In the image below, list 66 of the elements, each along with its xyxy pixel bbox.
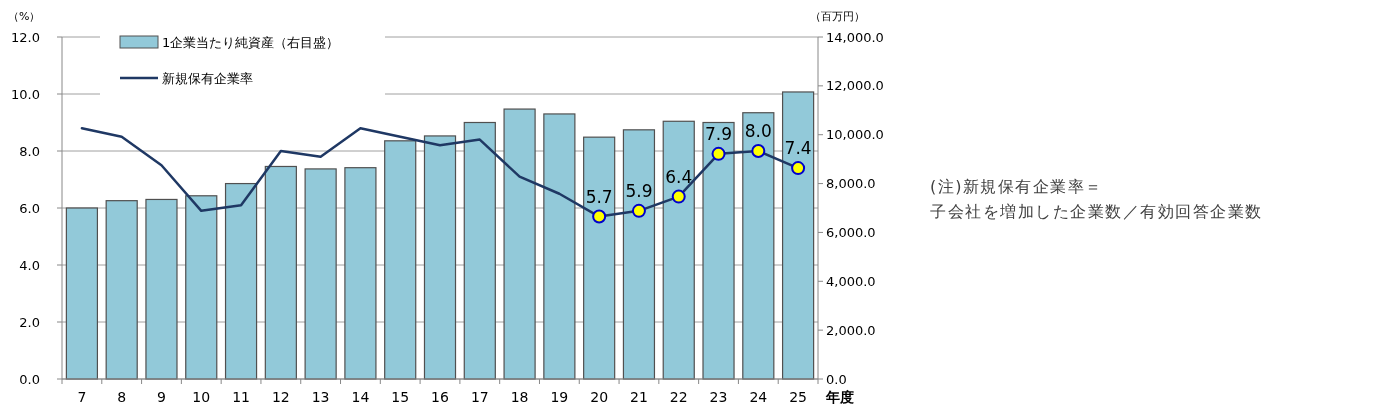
data-label: 6.4 (665, 166, 693, 187)
y2-tick-label: 12,000.0 (826, 78, 884, 94)
bar (503, 108, 536, 380)
bar (264, 165, 297, 380)
bar (742, 112, 775, 380)
bar (65, 207, 99, 380)
bar (423, 135, 457, 380)
bar (583, 136, 616, 380)
bar (662, 120, 695, 380)
data-label: 7.4 (784, 138, 812, 159)
legend-label: 1企業当たり純資産（右目盛） (162, 34, 340, 50)
bar (185, 195, 218, 380)
x-tick-label: 10 (192, 389, 211, 405)
y-tick-label: 10.0 (11, 86, 40, 102)
bar (463, 121, 496, 380)
y-tick-label: 0.0 (19, 371, 40, 387)
data-label: 7.9 (705, 123, 733, 144)
data-label: 8.0 (744, 121, 772, 141)
x-tick-label: 18 (510, 389, 529, 405)
data-label: 5.7 (585, 186, 613, 207)
x-tick-label: 9 (157, 389, 166, 405)
bar (543, 113, 576, 380)
y2-tick-label: 14,000.0 (826, 29, 884, 45)
y2-tick-label: 6,000.0 (826, 224, 876, 240)
x-tick-label: 21 (630, 389, 648, 405)
x-tick-label: 14 (351, 389, 370, 405)
text: 子会社を増加した企業数／有効回答企業数 (930, 202, 1263, 221)
x-tick-label: 24 (749, 389, 768, 405)
x-tick-label: 11 (232, 389, 250, 405)
x-tick-label: 13 (311, 389, 330, 405)
bar (224, 182, 258, 380)
y-tick-label: 8.0 (19, 143, 40, 159)
y-tick-label: 2.0 (19, 314, 40, 330)
bar (105, 200, 138, 380)
y-axis-title: （%） (8, 10, 41, 23)
y2-tick-label: 4,000.0 (826, 273, 876, 289)
x-tick-label: 22 (669, 389, 688, 405)
bar (781, 91, 815, 380)
y-tick-label: 4.0 (19, 257, 40, 273)
x-tick-label: 20 (590, 389, 609, 405)
y-tick-label: 12.0 (11, 29, 40, 45)
bar (622, 129, 656, 380)
y2-tick-label: 2,000.0 (826, 322, 876, 338)
y2-tick-label: 0.0 (826, 371, 847, 387)
x-tick-label: 23 (709, 389, 728, 405)
bar (145, 198, 178, 380)
x-tick-label: 7 (77, 389, 87, 405)
bar (304, 168, 337, 380)
legend-label: 新規保有企業率 (162, 70, 253, 86)
x-tick-label: 25 (789, 389, 808, 405)
y2-tick-label: 8,000.0 (826, 176, 876, 192)
data-label: 5.9 (625, 180, 653, 201)
x-tick-label: 15 (391, 389, 410, 405)
y2-tick-label: 10,000.0 (826, 127, 884, 143)
bar (702, 121, 735, 380)
x-tick-label: 16 (431, 389, 449, 405)
bar (344, 167, 377, 380)
y-tick-label: 6.0 (19, 200, 40, 216)
y2-axis-title: （百万円） (810, 10, 865, 23)
bar (384, 140, 417, 380)
x-tick-label: 12 (271, 389, 290, 405)
text: (注)新規保有企業率＝ (930, 177, 1103, 196)
x-tick-label: 8 (117, 389, 127, 405)
x-axis-title: 年度 (825, 389, 854, 405)
x-tick-label: 17 (470, 389, 489, 405)
x-tick-label: 19 (550, 389, 569, 405)
